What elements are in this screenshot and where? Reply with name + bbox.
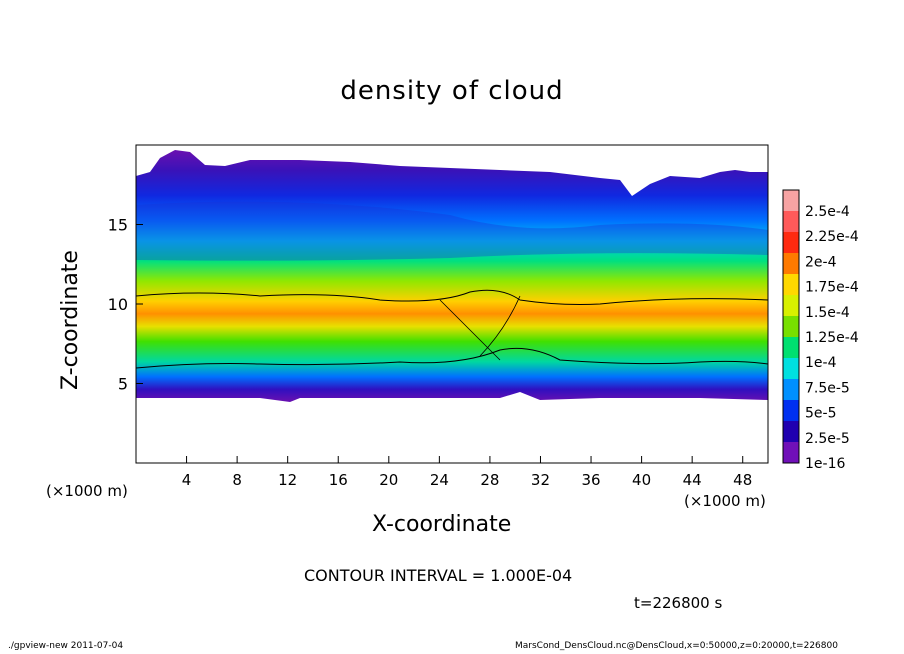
colorbar-label: 1e-16 — [805, 456, 845, 472]
contour-line-core — [439, 295, 521, 361]
x-tick-label: 40 — [632, 471, 651, 489]
x-tick-label: 8 — [232, 471, 242, 489]
contour-line-lower — [136, 347, 768, 369]
x-axis: 4 8 12 16 20 24 28 32 36 40 44 48 — [182, 456, 752, 489]
colorbar-label: 1.75e-4 — [805, 280, 859, 296]
x-tick-label: 44 — [683, 471, 702, 489]
x-tick-label: 20 — [379, 471, 398, 489]
colorbar-swatch — [783, 379, 799, 401]
colorbar-label: 1e-4 — [805, 355, 837, 371]
colorbar-label: 2.5e-4 — [805, 204, 850, 220]
y-tick-label: 10 — [108, 295, 128, 314]
chart-title: density of cloud — [340, 76, 564, 106]
x-axis-label: X-coordinate — [372, 512, 512, 537]
x-tick-label: 12 — [278, 471, 297, 489]
colorbar-swatch — [783, 232, 799, 254]
colorbar-swatch — [783, 211, 799, 233]
colorbar-swatch — [783, 253, 799, 275]
density-field — [136, 150, 768, 402]
colorbar-frame — [782, 189, 800, 464]
upper-blue-layer — [136, 201, 768, 261]
y-tick-label: 15 — [108, 216, 128, 235]
contour-interval-label: CONTOUR INTERVAL = 1.000E-04 — [304, 566, 573, 585]
colorbar-label: 7.5e-5 — [805, 380, 850, 396]
footer-right: MarsCond_DensCloud.nc@DensCloud,x=0:5000… — [515, 641, 838, 651]
colorbar-swatch — [783, 295, 799, 317]
x-tick-label: 16 — [329, 471, 348, 489]
x-tick-label: 4 — [182, 471, 192, 489]
cloud-region — [136, 150, 768, 402]
colorbar-label: 1.25e-4 — [805, 330, 859, 346]
footer-left: ./gpview-new 2011-07-04 — [8, 641, 124, 651]
colorbar-swatch — [783, 358, 799, 380]
colorbar-swatch — [783, 316, 799, 338]
x-tick-label: 48 — [733, 471, 752, 489]
colorbar-swatch — [783, 274, 799, 296]
x-tick-label: 36 — [581, 471, 600, 489]
colorbar-label: 2.5e-5 — [805, 431, 850, 447]
x-unit-label-right: (×1000 m) — [684, 492, 766, 510]
y-tick-label: 5 — [118, 375, 128, 394]
x-tick-label: 28 — [480, 471, 499, 489]
colorbar-swatch — [783, 400, 799, 422]
x-tick-label: 24 — [430, 471, 449, 489]
colorbar: 2.5e-4 2.25e-4 2e-4 1.75e-4 1.5e-4 1.25e-4 1e-… — [782, 189, 859, 472]
contour-line-upper — [136, 289, 768, 305]
colorbar-label: 2e-4 — [805, 254, 837, 270]
colorbar-label: 2.25e-4 — [805, 229, 859, 245]
time-label: t=226800 s — [634, 594, 723, 612]
x-unit-label-left: (×1000 m) — [46, 482, 128, 500]
y-axis: 5 10 15 — [108, 216, 143, 394]
colorbar-swatch — [783, 421, 799, 443]
colorbar-swatch — [783, 337, 799, 359]
colorbar-label: 5e-5 — [805, 406, 836, 422]
x-tick-label: 32 — [531, 471, 550, 489]
colorbar-swatch — [783, 190, 799, 212]
colorbar-label: 1.5e-4 — [805, 305, 850, 321]
y-axis-label: Z-coordinate — [58, 250, 83, 390]
colorbar-swatch — [783, 442, 799, 464]
